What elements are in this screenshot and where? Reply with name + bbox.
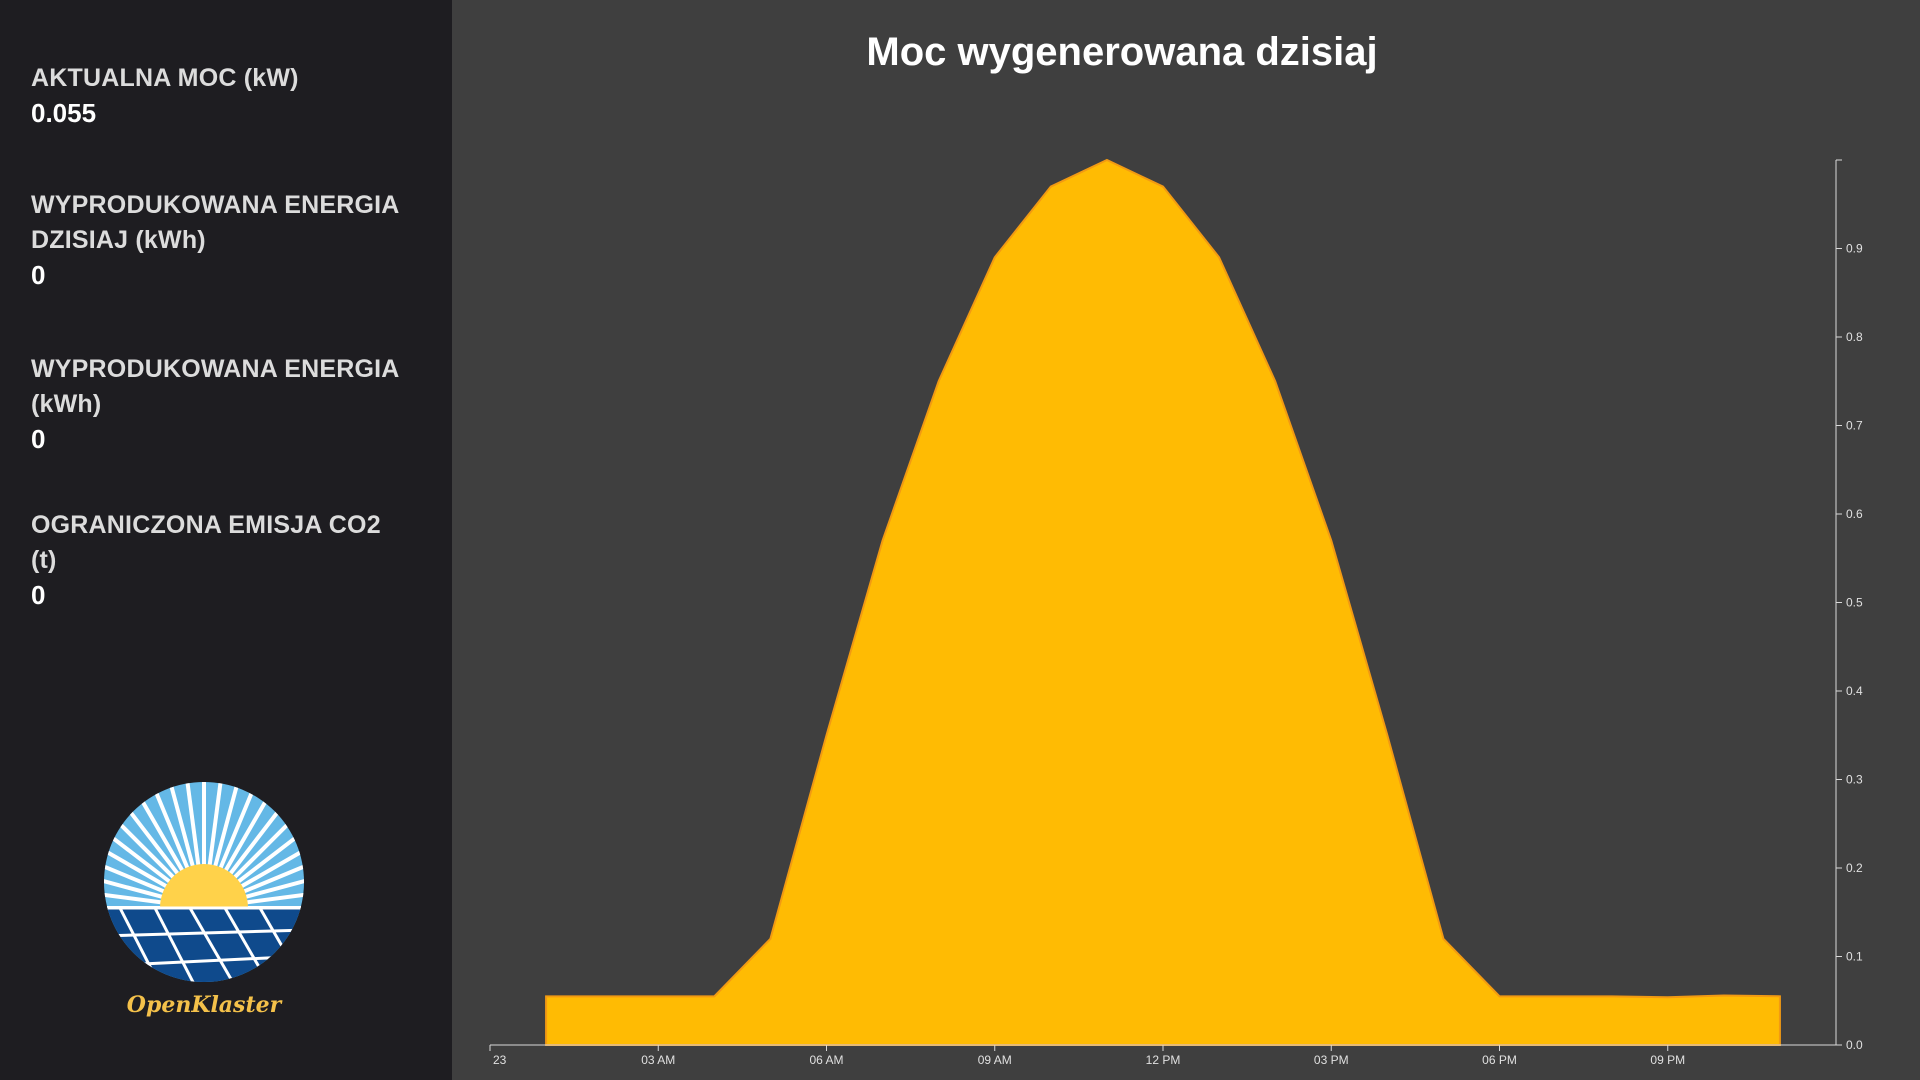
stat-label: OGRANICZONA EMISJA CO2 (t)	[31, 511, 381, 574]
logo-text: OpenKlaster	[126, 992, 282, 1018]
y-tick-label: 0.7	[1846, 419, 1863, 433]
x-tick-label: 03 PM	[1314, 1053, 1349, 1067]
y-tick-label: 0.1	[1846, 950, 1863, 964]
stat-value: 0.055	[31, 98, 97, 128]
x-tick-label: 06 PM	[1482, 1053, 1517, 1067]
x-tick-label: 12 PM	[1146, 1053, 1181, 1067]
stat-label: WYPRODUKOWANA ENERGIA DZISIAJ (kWh)	[31, 191, 399, 254]
x-tick-label: 09 AM	[978, 1053, 1012, 1067]
y-tick-label: 0.3	[1846, 773, 1863, 787]
stat-co2-reduction: OGRANICZONA EMISJA CO2 (t) 0	[31, 508, 411, 612]
x-tick-label: 03 AM	[641, 1053, 675, 1067]
main-panel: Moc wygenerowana dzisiaj 23 03 AM 06 AM 09 …	[452, 0, 1920, 1080]
stat-label: AKTUALNA MOC (kW)	[31, 64, 299, 92]
stat-energy-today: WYPRODUKOWANA ENERGIA DZISIAJ (kWh) 0	[31, 188, 411, 292]
x-tick-label: 23	[493, 1053, 507, 1067]
y-tick-label: 0.4	[1846, 684, 1863, 698]
stat-value: 0	[31, 424, 46, 454]
chart-title: Moc wygenerowana dzisiaj	[866, 30, 1378, 74]
sun-solar-panel-logo-icon	[104, 782, 304, 982]
openklaster-logo: OpenKlaster	[100, 778, 308, 1018]
y-tick-label: 0.6	[1846, 507, 1863, 521]
y-tick-label: 0.5	[1846, 596, 1863, 610]
stat-value: 0	[31, 260, 46, 290]
y-tick-label: 0.8	[1846, 330, 1863, 344]
x-tick-label: 06 AM	[809, 1053, 843, 1067]
stat-current-power: AKTUALNA MOC (kW) 0.055	[31, 61, 411, 130]
y-tick-label: 0.2	[1846, 861, 1863, 875]
y-tick-label: 0.0	[1846, 1038, 1863, 1052]
y-tick-label: 0.9	[1846, 242, 1863, 256]
sidebar: AKTUALNA MOC (kW) 0.055 WYPRODUKOWANA EN…	[0, 0, 452, 1080]
stat-label: WYPRODUKOWANA ENERGIA (kWh)	[31, 355, 399, 418]
stat-value: 0	[31, 580, 46, 610]
x-tick-label: 09 PM	[1650, 1053, 1685, 1067]
power-area-chart: 23 03 AM 06 AM 09 AM 12 PM 03 PM 06 PM 09 PM 0.…	[489, 158, 1863, 1067]
power-area-series	[545, 158, 1781, 1046]
stat-energy-total: WYPRODUKOWANA ENERGIA (kWh) 0	[31, 352, 411, 456]
